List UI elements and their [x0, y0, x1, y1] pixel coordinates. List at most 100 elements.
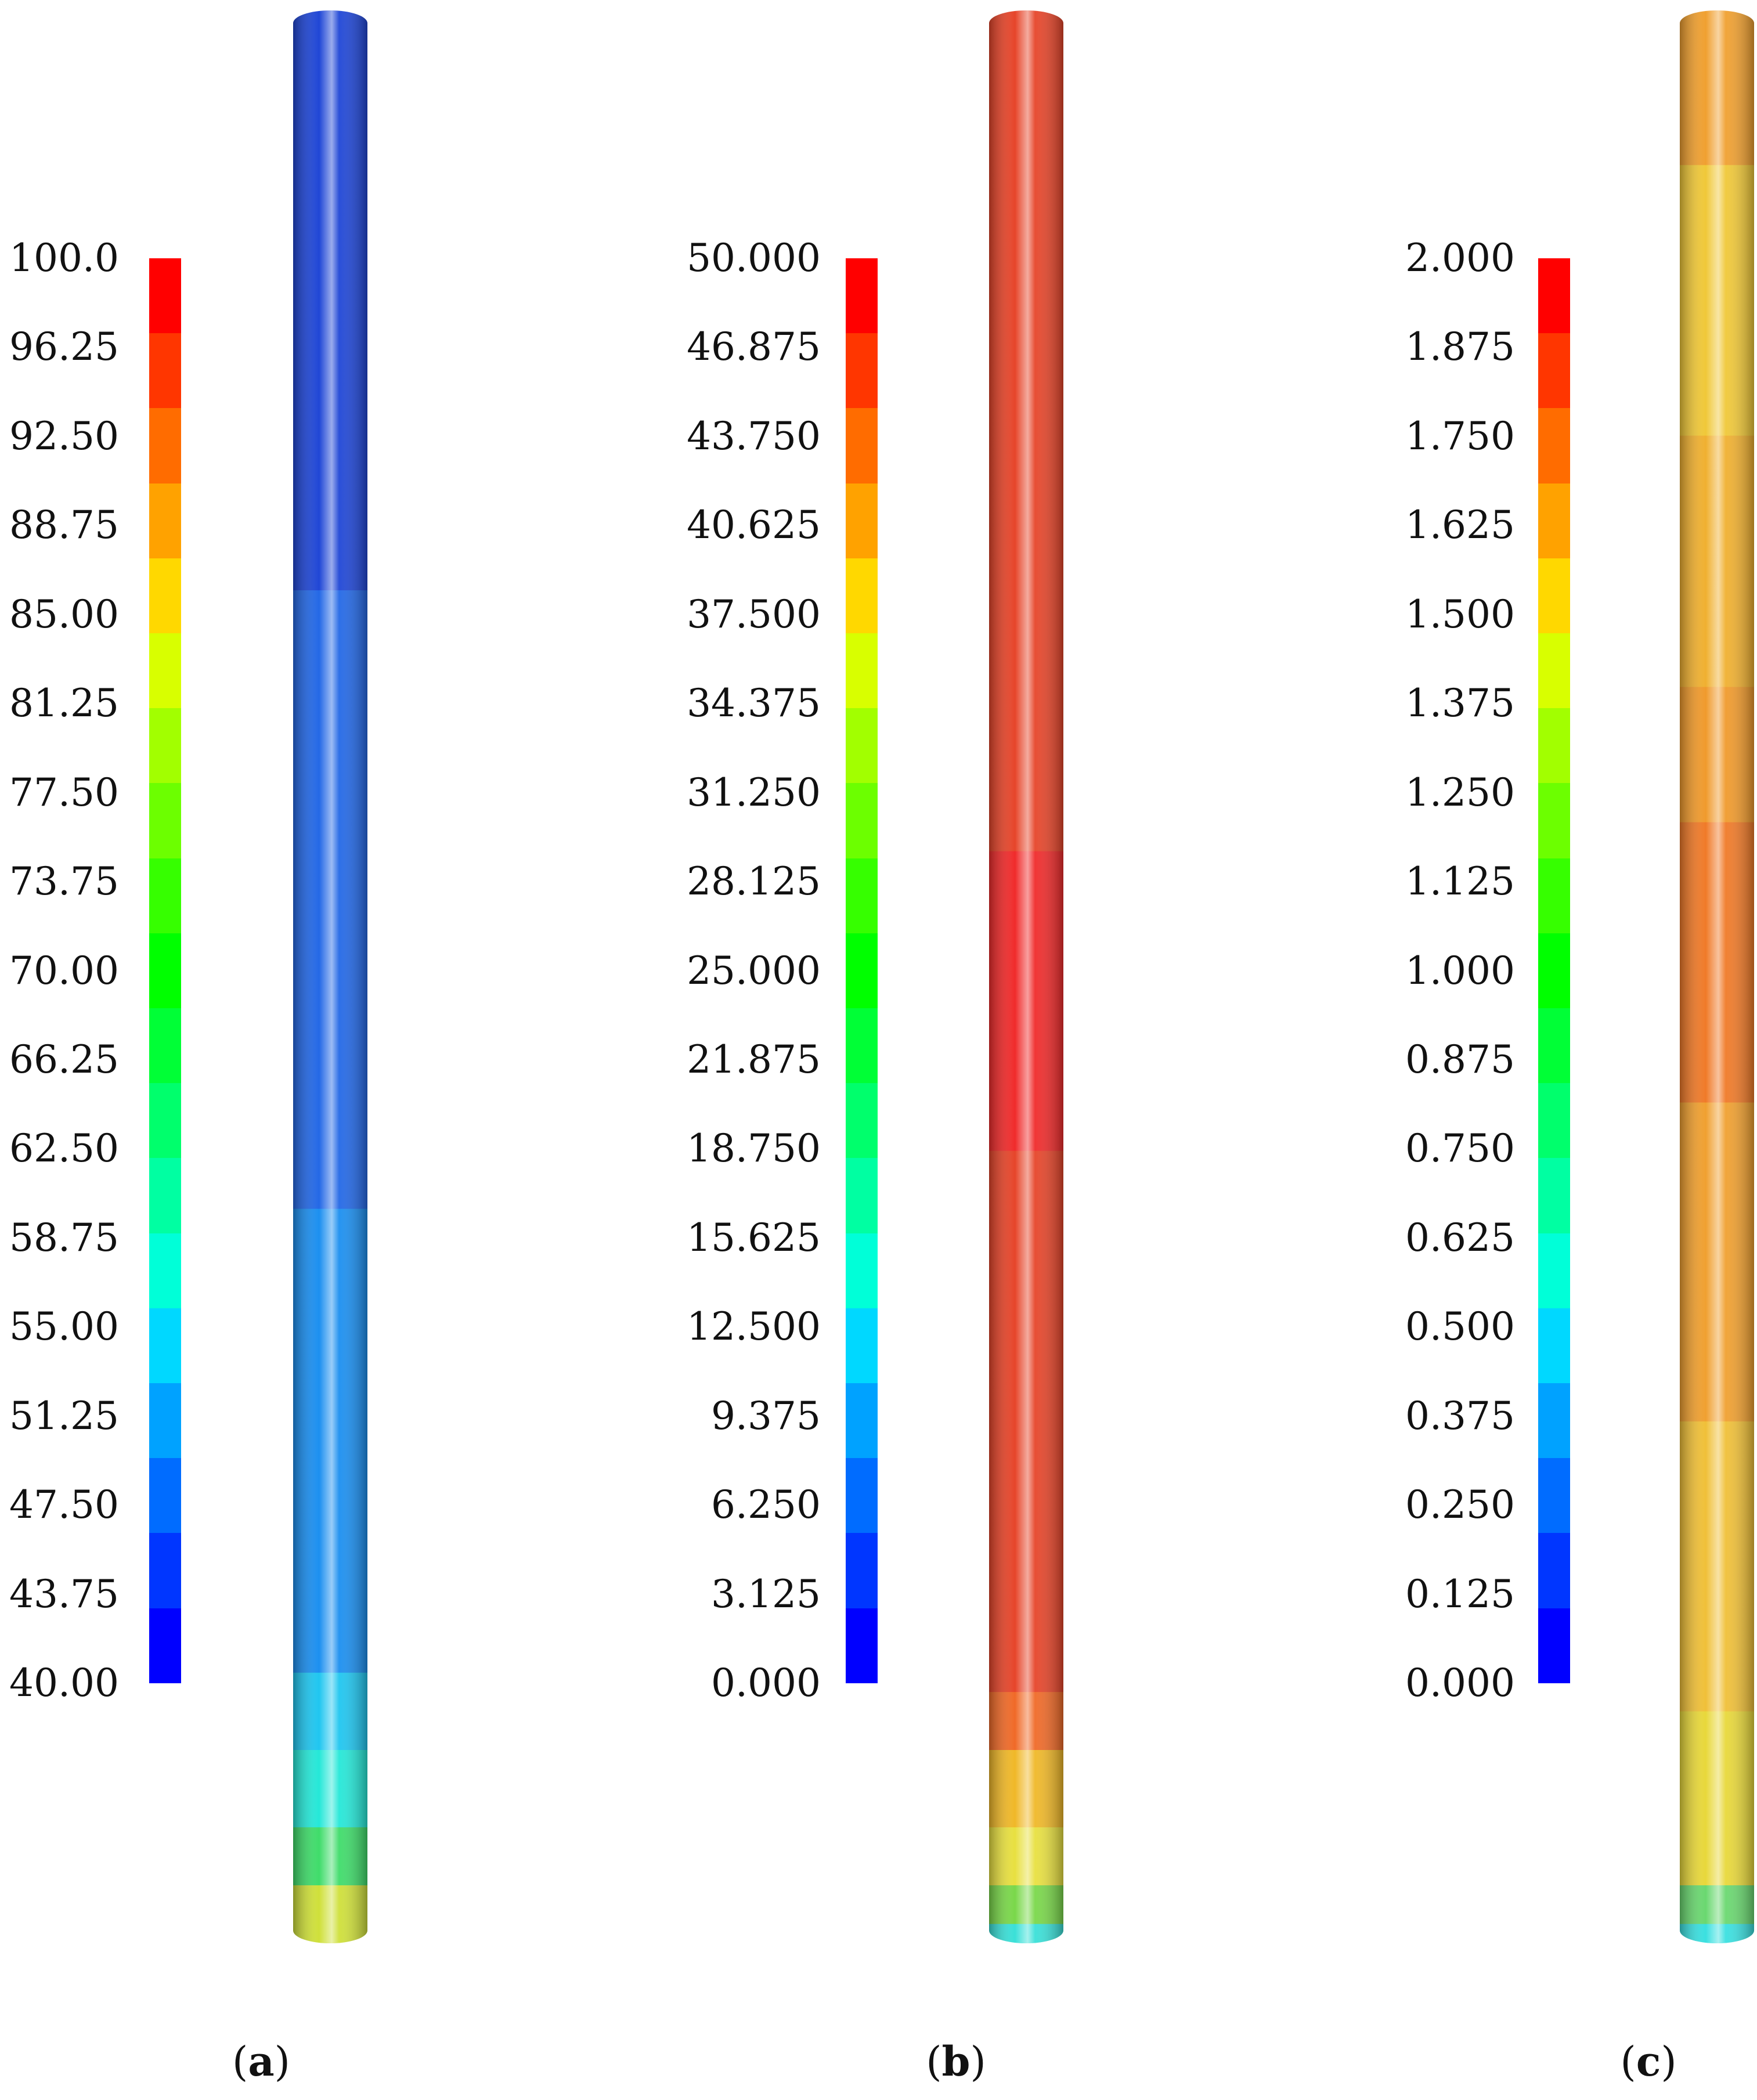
- colorbar-segment: [1538, 1308, 1570, 1384]
- colorbar-c: [1538, 258, 1570, 1683]
- tick-label: 55.00: [9, 1304, 119, 1350]
- caption-b: (b): [926, 2037, 986, 2085]
- tick-label: 66.25: [9, 1037, 119, 1082]
- colorbar-segment: [1538, 1533, 1570, 1608]
- colorbar-segment: [149, 1308, 181, 1384]
- colorbar-segment: [1538, 1608, 1570, 1683]
- tick-label: 9.375: [711, 1393, 821, 1438]
- colorbar-segment: [1538, 783, 1570, 858]
- colorbar-segment: [1538, 408, 1570, 483]
- caption-c: (c): [1620, 2037, 1677, 2085]
- tick-label: 47.50: [9, 1482, 119, 1528]
- tick-label: 1.625: [1405, 503, 1515, 548]
- colorbar-segment: [846, 1158, 878, 1233]
- tick-label: 0.750: [1405, 1126, 1515, 1171]
- colorbar-a: [149, 258, 181, 1683]
- tick-label: 88.75: [9, 503, 119, 548]
- colorbar-segment: [846, 1233, 878, 1308]
- tick-label: 1.250: [1405, 770, 1515, 815]
- panel-b: 50.000 46.875 43.750 40.625 37.500 34.375 31.2…: [586, 0, 1171, 2100]
- colorbar-segment: [846, 258, 878, 334]
- colorbar-segment: [846, 1608, 878, 1683]
- colorbar-segment: [1538, 1383, 1570, 1459]
- colorbar-segment: [846, 858, 878, 933]
- colorbar-segment: [846, 1008, 878, 1084]
- colorbar-segment: [1538, 708, 1570, 784]
- colorbar-segment: [846, 708, 878, 784]
- tick-label: 25.000: [687, 948, 821, 993]
- rod-a: [293, 10, 367, 1943]
- colorbar-segment: [149, 333, 181, 409]
- colorbar-b: [846, 258, 878, 1683]
- rod-shading: [1680, 10, 1754, 1943]
- colorbar-segment: [846, 633, 878, 709]
- colorbar-segment: [846, 1458, 878, 1533]
- tick-label: 58.75: [9, 1215, 119, 1260]
- caption-letter-a: a: [248, 2037, 275, 2085]
- tick-label: 0.125: [1405, 1571, 1515, 1617]
- tick-label: 1.500: [1405, 591, 1515, 637]
- tick-label: 100.0: [9, 236, 119, 280]
- colorbar-segment: [149, 1158, 181, 1233]
- tick-label: 51.25: [9, 1393, 119, 1438]
- colorbar-segment: [149, 708, 181, 784]
- colorbar-segment: [1538, 1233, 1570, 1308]
- tick-label: 34.375: [687, 681, 821, 726]
- colorbar-segment: [149, 783, 181, 858]
- panel-c: 2.000 1.875 1.750 1.625 1.500 1.375 1.250 1.125…: [1171, 0, 1757, 2100]
- tick-label: 96.25: [9, 324, 119, 370]
- colorbar-segment: [149, 1458, 181, 1533]
- tick-label: 62.50: [9, 1126, 119, 1171]
- tick-label: 18.750: [687, 1126, 821, 1171]
- colorbar-segment: [1538, 483, 1570, 558]
- tick-label: 0.500: [1405, 1304, 1515, 1350]
- colorbar-segment: [1538, 333, 1570, 409]
- colorbar-segment: [149, 1233, 181, 1308]
- colorbar-segment: [149, 558, 181, 634]
- rod-c: [1680, 10, 1754, 1943]
- tick-label: 40.625: [687, 503, 821, 548]
- tick-label: 0.375: [1405, 1393, 1515, 1438]
- tick-label: 28.125: [687, 859, 821, 904]
- tick-label: 2.000: [1405, 236, 1515, 280]
- colorbar-segment: [149, 633, 181, 709]
- colorbar-segment: [1538, 1458, 1570, 1533]
- colorbar-segment: [846, 1533, 878, 1608]
- colorbar-segment: [149, 1383, 181, 1459]
- colorbar-segment: [149, 483, 181, 558]
- tick-label: 21.875: [687, 1037, 821, 1082]
- colorbar-segment: [149, 858, 181, 933]
- tick-label: 3.125: [711, 1571, 821, 1617]
- colorbar-segment: [846, 933, 878, 1009]
- colorbar-segment: [846, 1308, 878, 1384]
- colorbar-segment: [1538, 1008, 1570, 1084]
- colorbar-segment: [1538, 633, 1570, 709]
- panel-a: 100.0 96.25 92.50 88.75 85.00 81.25 77.50 73.75…: [0, 0, 586, 2100]
- tick-label: 12.500: [687, 1304, 821, 1350]
- colorbar-segment: [846, 408, 878, 483]
- caption-letter-c: c: [1636, 2037, 1661, 2085]
- tick-label: 46.875: [687, 324, 821, 370]
- tick-label: 0.625: [1405, 1215, 1515, 1260]
- tick-label: 0.000: [711, 1661, 821, 1705]
- colorbar-segment: [1538, 1158, 1570, 1233]
- colorbar-segment: [149, 258, 181, 334]
- tick-label: 6.250: [711, 1482, 821, 1528]
- rod-shading: [293, 10, 367, 1943]
- tick-label: 43.75: [9, 1571, 119, 1617]
- tick-label: 70.00: [9, 948, 119, 993]
- colorbar-segment: [846, 483, 878, 558]
- tick-label: 0.875: [1405, 1037, 1515, 1082]
- caption-a: (a): [232, 2037, 290, 2085]
- colorbar-segment: [1538, 1083, 1570, 1159]
- tick-label: 85.00: [9, 591, 119, 637]
- tick-label: 37.500: [687, 591, 821, 637]
- tick-label: 81.25: [9, 681, 119, 726]
- colorbar-segment: [149, 1008, 181, 1084]
- colorbar-segment: [149, 933, 181, 1009]
- colorbar-segment: [846, 783, 878, 858]
- tick-label: 73.75: [9, 859, 119, 904]
- tick-label: 1.875: [1405, 324, 1515, 370]
- colorbar-segment: [1538, 933, 1570, 1009]
- colorbar-segment: [1538, 258, 1570, 334]
